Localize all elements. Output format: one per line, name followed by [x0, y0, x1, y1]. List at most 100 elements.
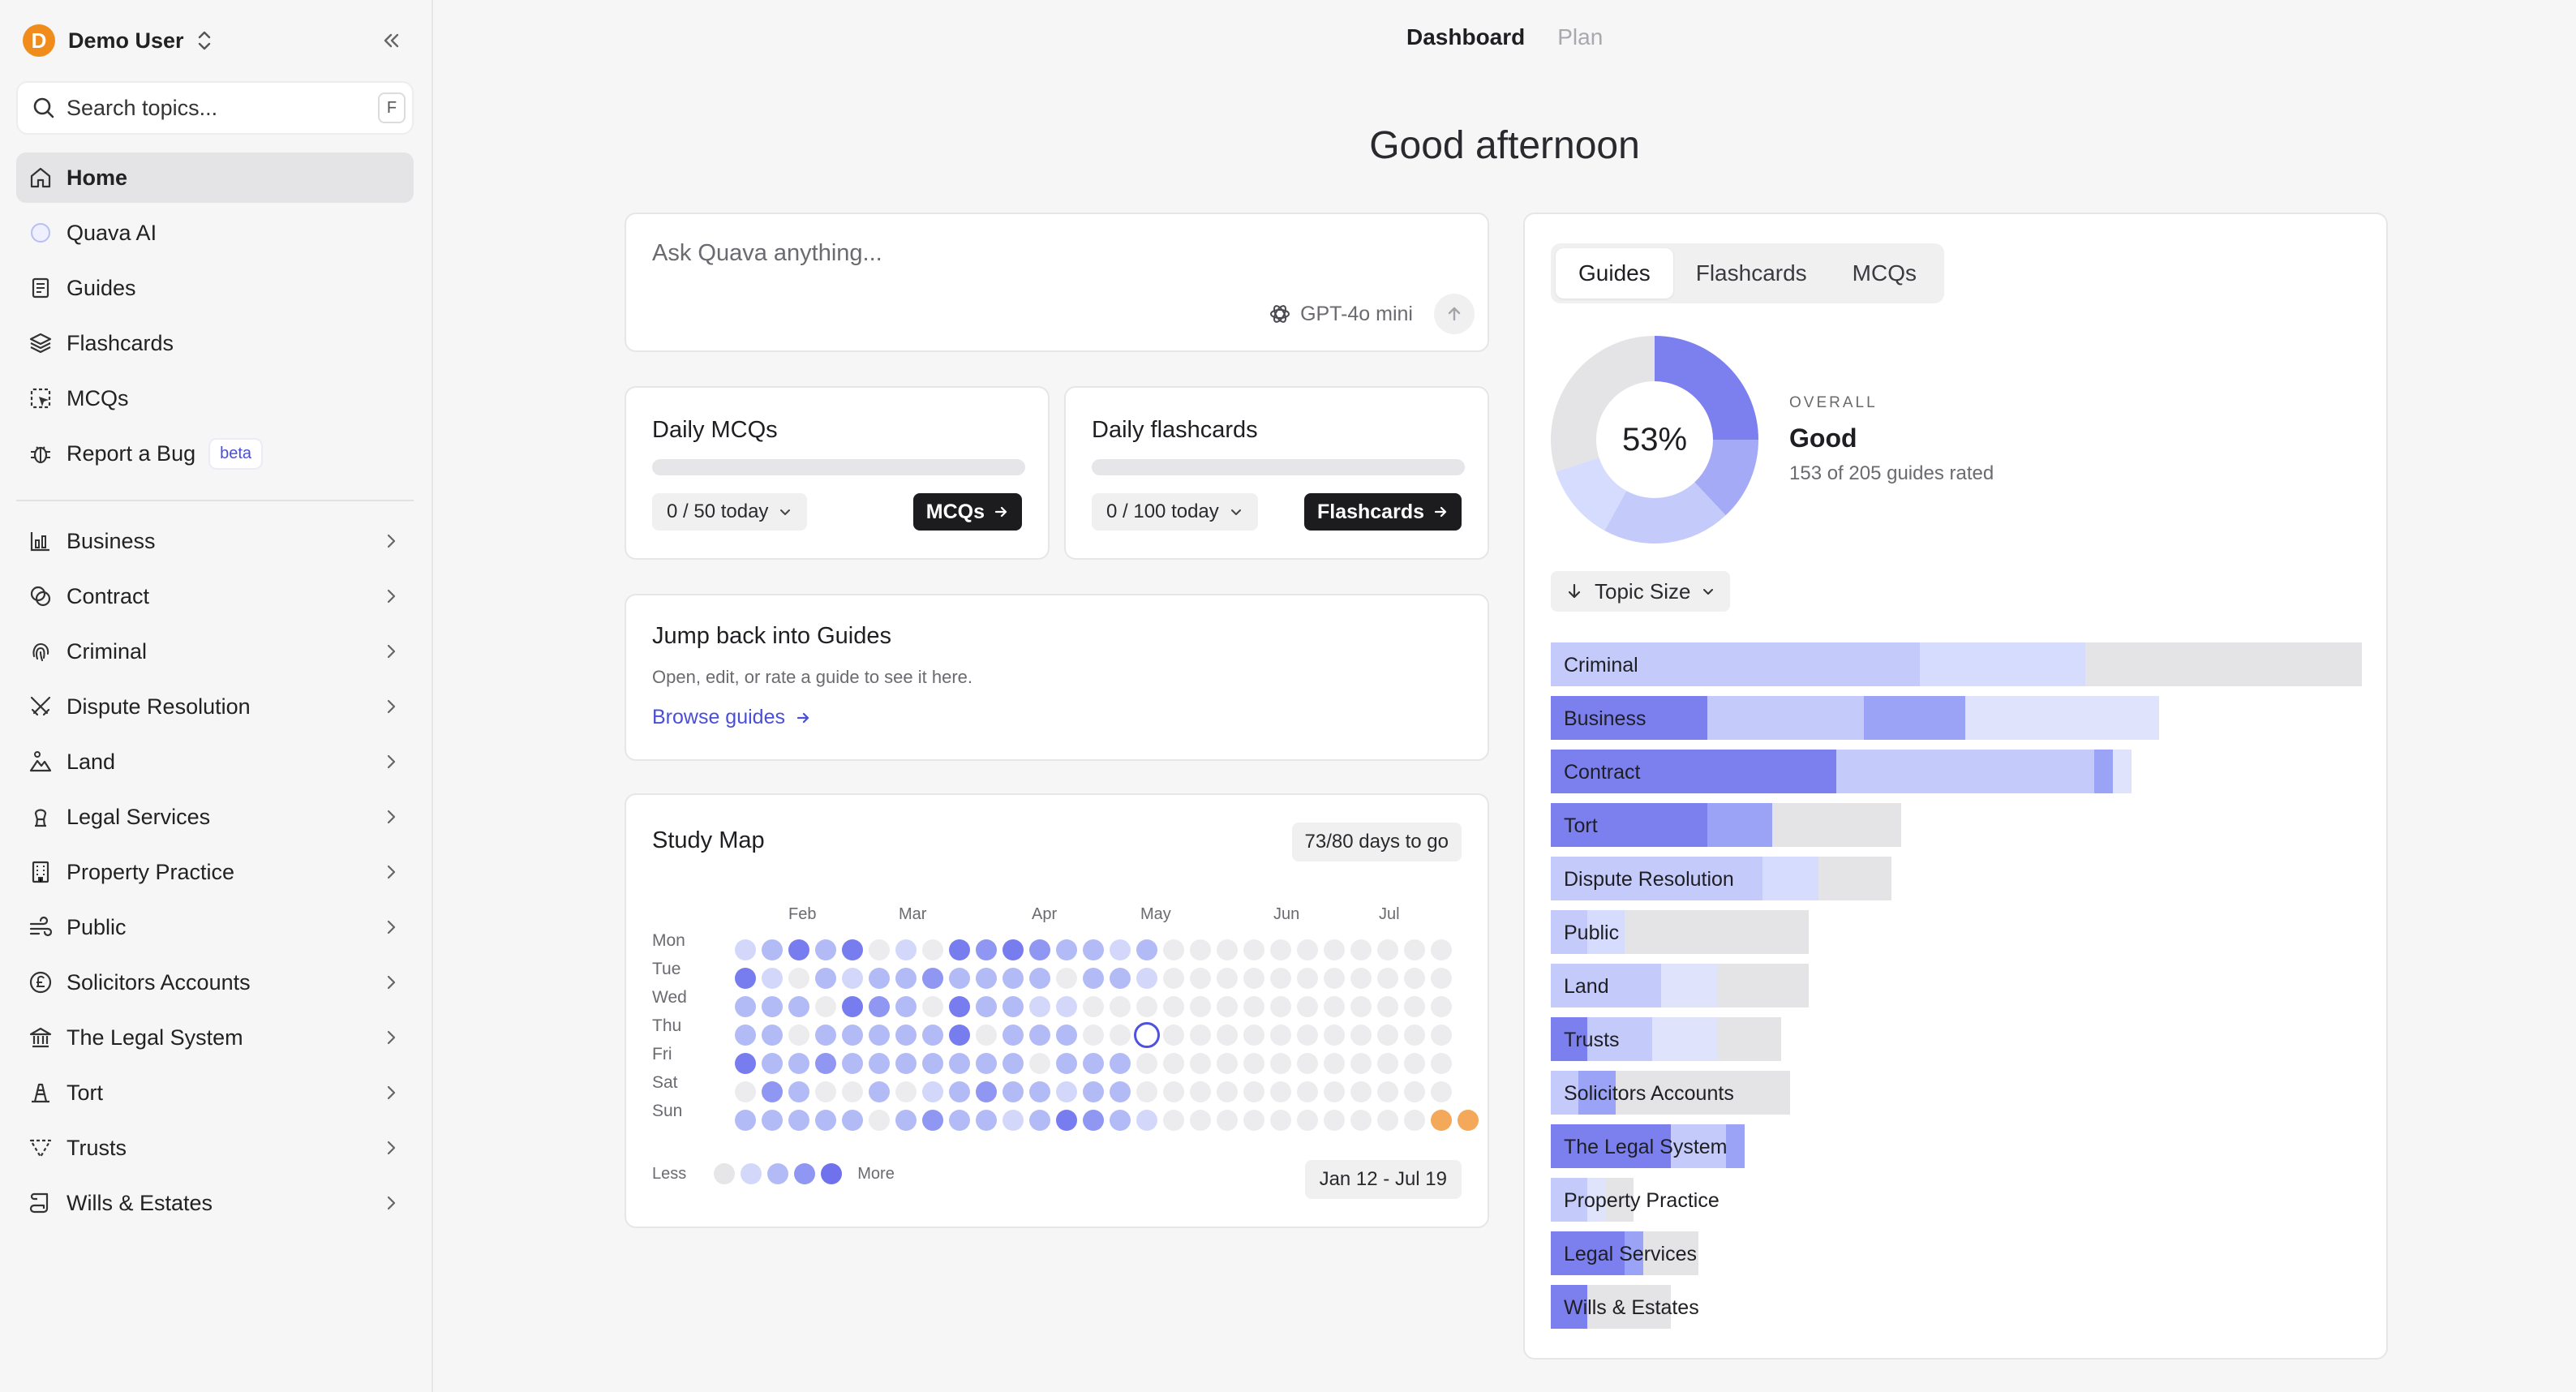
heatmap-cell[interactable] [1270, 1110, 1291, 1131]
heatmap-cell[interactable] [1324, 968, 1345, 989]
sidebar-item-the-legal-system[interactable]: The Legal System [16, 1012, 414, 1063]
heatmap-cell[interactable] [1297, 939, 1318, 960]
heatmap-cell[interactable] [788, 1081, 809, 1102]
heatmap-cell[interactable] [1110, 996, 1131, 1017]
heatmap-cell[interactable] [1377, 1025, 1398, 1046]
heatmap-cell[interactable] [922, 1053, 943, 1074]
heatmap-cell[interactable] [1404, 968, 1425, 989]
heatmap-cell[interactable] [869, 1053, 890, 1074]
heatmap-cell[interactable] [922, 968, 943, 989]
sidebar-item-solicitors-accounts[interactable]: Solicitors Accounts [16, 957, 414, 1007]
heatmap-cell[interactable] [1404, 996, 1425, 1017]
heatmap-cell[interactable] [1002, 1110, 1024, 1131]
heatmap-cell[interactable] [1404, 1053, 1425, 1074]
heatmap-cell[interactable] [1110, 939, 1131, 960]
topic-bar[interactable]: The Legal System [1551, 1124, 2362, 1168]
heatmap-cell[interactable] [1163, 1025, 1184, 1046]
heatmap-cell[interactable] [842, 968, 863, 989]
user-switcher[interactable]: D Demo User [23, 24, 213, 57]
heatmap-cell[interactable] [762, 1025, 783, 1046]
heatmap-cell[interactable] [1110, 1025, 1131, 1046]
topic-bar[interactable]: Property Practice [1551, 1178, 2362, 1222]
heatmap-cell[interactable] [1297, 996, 1318, 1017]
heatmap-cell[interactable] [762, 1081, 783, 1102]
topic-bar[interactable]: Criminal [1551, 642, 2362, 686]
heatmap-cell[interactable] [1217, 939, 1238, 960]
sidebar-item-dispute-resolution[interactable]: Dispute Resolution [16, 681, 414, 732]
heatmap-cell[interactable] [869, 1110, 890, 1131]
heatmap-cell[interactable] [1297, 1025, 1318, 1046]
heatmap-cell[interactable] [1002, 939, 1024, 960]
heatmap-cell[interactable] [1217, 968, 1238, 989]
heatmap-cell[interactable] [1029, 939, 1050, 960]
send-button[interactable] [1434, 294, 1475, 334]
heatmap-cell[interactable] [1431, 1081, 1452, 1102]
heatmap-cell[interactable] [1431, 996, 1452, 1017]
heatmap-cell[interactable] [815, 1110, 836, 1131]
sidebar-item-public[interactable]: Public [16, 902, 414, 952]
heatmap-cell[interactable] [1297, 1081, 1318, 1102]
heatmap-cell[interactable] [1270, 968, 1291, 989]
heatmap-cell[interactable] [1163, 996, 1184, 1017]
heatmap-cell[interactable] [976, 968, 997, 989]
heatmap-cell[interactable] [1083, 996, 1104, 1017]
heatmap-cell[interactable] [842, 1053, 863, 1074]
sidebar-item-property-practice[interactable]: Property Practice [16, 847, 414, 897]
heatmap-cell[interactable] [1163, 939, 1184, 960]
heatmap-cell[interactable] [1190, 1025, 1211, 1046]
heatmap-cell[interactable] [1190, 996, 1211, 1017]
heatmap-cell[interactable] [1404, 939, 1425, 960]
topic-bar[interactable]: Business [1551, 696, 2362, 740]
heatmap-cell[interactable] [735, 1025, 756, 1046]
heatmap-cell[interactable] [1431, 1110, 1452, 1131]
heatmap-cell[interactable] [1377, 939, 1398, 960]
model-picker[interactable]: GPT-4o mini [1268, 302, 1413, 326]
heatmap-cell[interactable] [1243, 1110, 1264, 1131]
heatmap-cell[interactable] [1190, 968, 1211, 989]
heatmap-cell[interactable] [922, 1025, 943, 1046]
heatmap-cell[interactable] [1083, 939, 1104, 960]
heatmap-cell[interactable] [1056, 1053, 1077, 1074]
heatmap-cell[interactable] [1217, 1025, 1238, 1046]
heatmap-cell[interactable] [735, 1110, 756, 1131]
heatmap-cell[interactable] [922, 996, 943, 1017]
heatmap-cell[interactable] [1056, 1025, 1077, 1046]
heatmap-cell[interactable] [1002, 1025, 1024, 1046]
topic-bar[interactable]: Trusts [1551, 1017, 2362, 1061]
heatmap-cell[interactable] [949, 996, 970, 1017]
heatmap-cell[interactable] [1029, 1053, 1050, 1074]
heatmap-cell[interactable] [1350, 1081, 1372, 1102]
heatmap-cell[interactable] [1002, 996, 1024, 1017]
heatmap-cell[interactable] [842, 1110, 863, 1131]
heatmap-cell[interactable] [788, 1110, 809, 1131]
heatmap-cell[interactable] [1377, 1053, 1398, 1074]
heatmap-cell[interactable] [1431, 1053, 1452, 1074]
heatmap-cell[interactable] [1404, 1081, 1425, 1102]
heatmap-cell[interactable] [1270, 996, 1291, 1017]
heatmap-cell[interactable] [869, 1081, 890, 1102]
sidebar-item-criminal[interactable]: Criminal [16, 626, 414, 677]
heatmap-cell[interactable] [1056, 1110, 1077, 1131]
heatmap-cell[interactable] [1350, 1053, 1372, 1074]
sidebar-item-report-a-bug[interactable]: Report a Bug beta [16, 428, 414, 479]
heatmap-cell[interactable] [949, 1025, 970, 1046]
heatmap-cell[interactable] [1056, 996, 1077, 1017]
heatmap-cell[interactable] [1377, 1110, 1398, 1131]
heatmap-cell[interactable] [1163, 1081, 1184, 1102]
heatmap-cell[interactable] [735, 996, 756, 1017]
search-input[interactable] [67, 95, 358, 121]
heatmap-cell[interactable] [1350, 939, 1372, 960]
heatmap-cell[interactable] [735, 1053, 756, 1074]
heatmap-cell[interactable] [1002, 968, 1024, 989]
topic-bar[interactable]: Tort [1551, 803, 2362, 847]
heatmap-cell[interactable] [1217, 1081, 1238, 1102]
tab-dashboard[interactable]: Dashboard [1406, 24, 1526, 49]
heatmap-cell[interactable] [815, 1053, 836, 1074]
heatmap-cell[interactable] [1029, 968, 1050, 989]
heatmap-cell[interactable] [949, 1053, 970, 1074]
heatmap-cell[interactable] [1350, 968, 1372, 989]
heatmap-cell[interactable] [1350, 1110, 1372, 1131]
heatmap-cell[interactable] [1217, 1053, 1238, 1074]
topic-bar[interactable]: Wills & Estates [1551, 1285, 2362, 1329]
heatmap-cell[interactable] [1163, 968, 1184, 989]
